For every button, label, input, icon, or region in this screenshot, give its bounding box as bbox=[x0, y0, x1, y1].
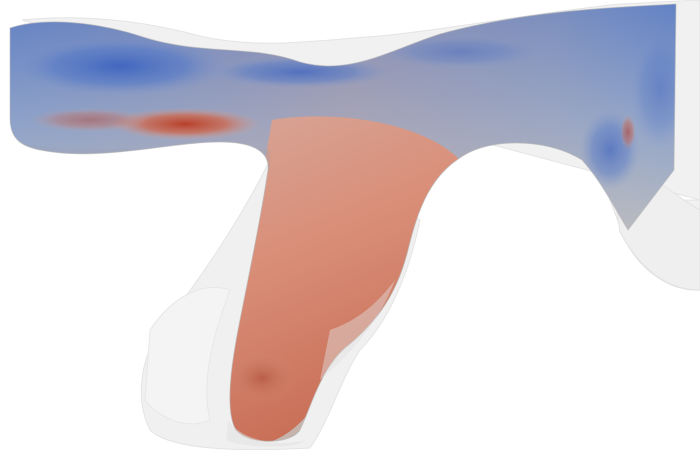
front-shell bbox=[226, 280, 395, 447]
